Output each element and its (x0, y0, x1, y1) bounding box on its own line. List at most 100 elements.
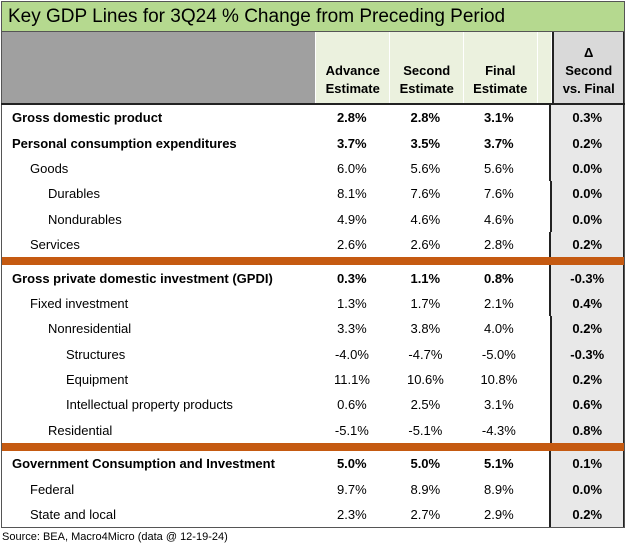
table-title: Key GDP Lines for 3Q24 % Change from Pre… (1, 1, 625, 32)
second-value: 1.7% (410, 295, 441, 311)
delta-value: 0.0% (549, 181, 624, 207)
delta-value: 0.8% (549, 417, 624, 444)
advance-value: 2.8% (336, 110, 367, 126)
advance-value: 5.0% (336, 456, 367, 472)
second-value: 3.8% (410, 321, 441, 337)
second-value: 4.6% (410, 211, 441, 227)
row-label: Goods (30, 160, 69, 176)
table-row: Structures -4.0% -4.7% -5.0% -0.3% (1, 341, 625, 367)
advance-value: 9.7% (337, 481, 367, 497)
final-value: 4.6% (484, 211, 514, 227)
delta-value: 0.1% (549, 451, 624, 477)
second-value: -5.1% (408, 422, 443, 438)
table-row: Government Consumption and Investment 5.0… (1, 451, 625, 477)
table-row: Fixed investment 1.3% 1.7% 2.1% 0.4% (1, 290, 625, 317)
advance-value: 0.3% (336, 270, 367, 286)
advance-value: 8.1% (337, 186, 367, 202)
advance-value: 3.3% (337, 321, 367, 337)
final-value: 3.1% (483, 110, 514, 126)
delta-symbol: Δ (584, 45, 594, 60)
row-label: Government Consumption and Investment (12, 456, 275, 472)
delta-value: 0.3% (549, 105, 624, 131)
second-value: 10.6% (406, 372, 444, 388)
table-row: Durables 8.1% 7.6% 7.6% 0.0% (1, 181, 625, 207)
table-row: Gross domestic product 2.8% 2.8% 3.1% 0.3% (1, 105, 625, 131)
final-value: 7.6% (484, 186, 514, 202)
final-value: 4.0% (484, 321, 514, 337)
delta-label: Second vs. Final (562, 63, 615, 96)
table-row: Federal 9.7% 8.9% 8.9% 0.0% (1, 476, 625, 502)
table-row: Goods 6.0% 5.6% 5.6% 0.0% (1, 155, 625, 182)
delta-value: 0.2% (549, 130, 624, 156)
second-value: 5.0% (410, 456, 441, 472)
advance-value: 6.0% (337, 160, 367, 176)
final-value: 2.1% (484, 295, 514, 311)
section-separator (1, 443, 625, 452)
second-value: 5.6% (410, 160, 441, 176)
header-rule (1, 103, 625, 105)
advance-value: -5.1% (334, 422, 369, 438)
table-body: Gross domestic product 2.8% 2.8% 3.1% 0.3% Pe… (1, 105, 625, 528)
advance-value: 3.7% (336, 135, 367, 151)
header-second: Second Estimate (390, 32, 464, 103)
row-label: Nonresidential (48, 321, 132, 337)
table-bottom-border (1, 527, 625, 529)
final-value: 8.9% (484, 481, 514, 497)
second-value: 2.7% (410, 507, 441, 523)
table-row: Intellectual property products 0.6% 2.5% 3.… (1, 392, 625, 418)
final-value: 5.6% (484, 160, 514, 176)
final-value: 0.8% (483, 270, 514, 286)
second-value: 3.5% (410, 135, 441, 151)
delta-value: 0.2% (549, 231, 624, 258)
final-value: 10.8% (480, 372, 518, 388)
advance-value: 11.1% (333, 372, 370, 388)
delta-value: 0.0% (549, 155, 624, 182)
delta-value: 0.2% (549, 366, 624, 393)
second-value: 1.1% (410, 270, 441, 286)
table-row: Nonresidential 3.3% 3.8% 4.0% 0.2% (1, 316, 625, 342)
source-note: Source: BEA, Macro4Micro (data @ 12-19-2… (2, 531, 228, 543)
final-value: 2.8% (484, 237, 514, 253)
final-value: 5.1% (483, 456, 514, 472)
final-value: -5.0% (481, 346, 516, 362)
row-label: Gross domestic product (12, 110, 163, 126)
row-label: Federal (30, 481, 75, 497)
row-label: State and local (30, 507, 117, 523)
advance-value: 4.9% (337, 211, 367, 227)
row-label: Equipment (66, 372, 129, 388)
row-label: Intellectual property products (66, 397, 233, 413)
row-label: Personal consumption expenditures (12, 135, 237, 151)
second-value: 2.8% (410, 110, 441, 126)
second-value: -4.7% (408, 346, 443, 362)
second-value: 2.5% (410, 397, 441, 413)
second-value: 2.6% (410, 237, 441, 253)
final-value: 3.1% (484, 397, 514, 413)
header-gap (537, 32, 552, 103)
header-advance: Advance Estimate (315, 32, 390, 103)
label-header-cell (2, 32, 315, 103)
row-label: Fixed investment (30, 295, 129, 311)
advance-value: 2.3% (337, 507, 367, 523)
table-row: Services 2.6% 2.6% 2.8% 0.2% (1, 231, 625, 258)
row-label: Residential (48, 422, 113, 438)
row-label: Nondurables (48, 211, 122, 227)
gdp-table: Key GDP Lines for 3Q24 % Change from Pre… (1, 1, 625, 529)
table-row: State and local 2.3% 2.7% 2.9% 0.2% (1, 501, 625, 528)
section-separator (1, 257, 625, 266)
header-final: Final Estimate (464, 32, 537, 103)
final-value: -4.3% (481, 422, 516, 438)
row-label: Gross private domestic investment (GPDI) (12, 270, 273, 286)
table-row: Nondurables 4.9% 4.6% 4.6% 0.0% (1, 206, 625, 232)
delta-value: 0.6% (549, 392, 624, 418)
row-label: Services (30, 237, 80, 253)
delta-value: 0.0% (549, 206, 624, 232)
delta-value: 0.2% (549, 316, 624, 342)
header-delta: Δ Second vs. Final (552, 32, 624, 103)
final-value: 3.7% (483, 135, 514, 151)
row-label: Structures (66, 346, 126, 362)
final-value: 2.9% (484, 507, 514, 523)
second-value: 8.9% (410, 481, 441, 497)
header-row: Advance Estimate Second Estimate Final E… (1, 32, 625, 103)
delta-value: -0.3% (549, 341, 624, 367)
advance-value: 0.6% (337, 397, 367, 413)
